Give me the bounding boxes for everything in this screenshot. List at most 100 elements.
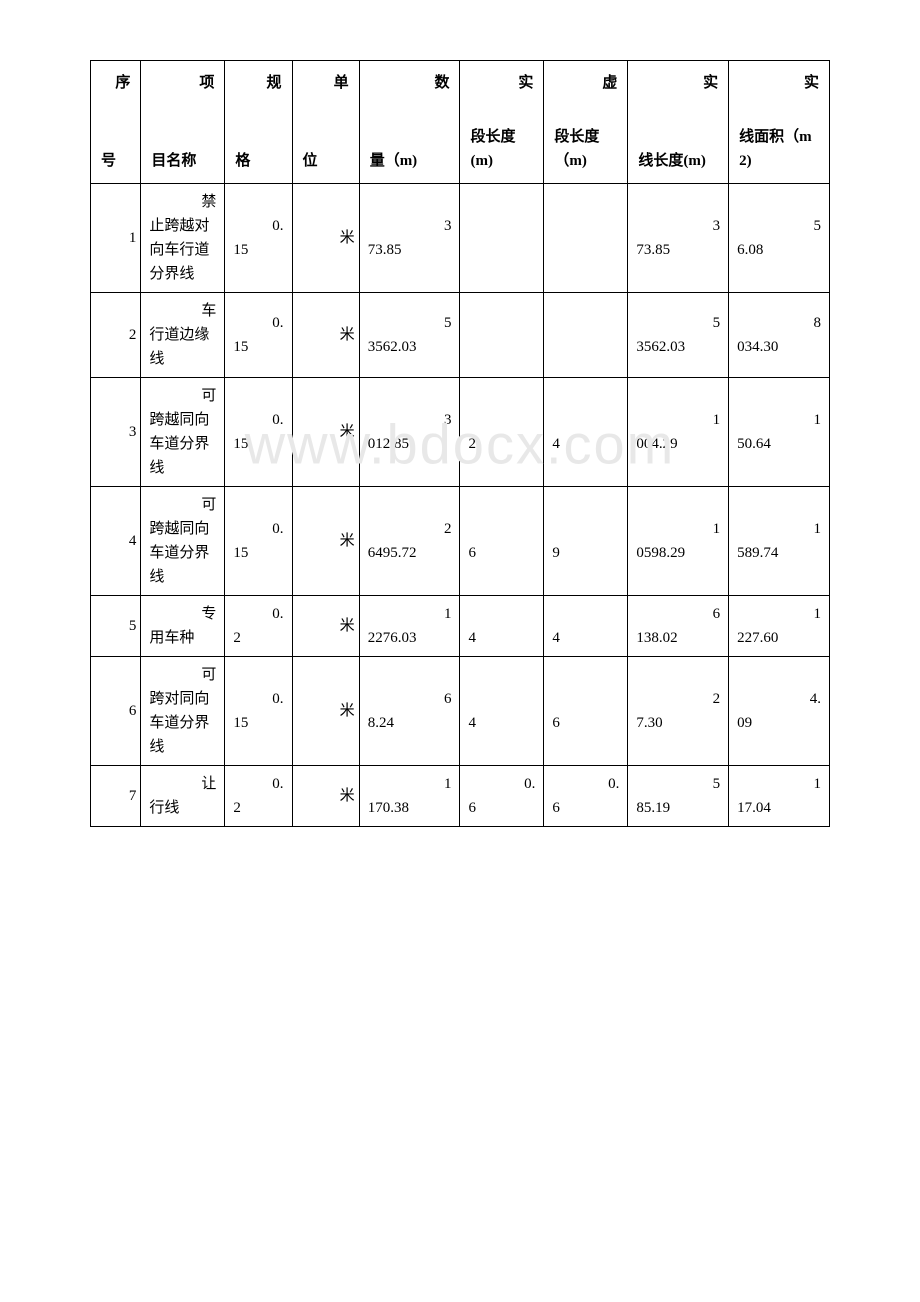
cell-spec: 0.15 (225, 657, 292, 766)
data-table: 序号 项目名称 规格 单位 数量（m) 实段长度(m) 虚段长度（m) 实线长度… (90, 60, 830, 827)
header-spec-bottom: 格 (235, 149, 281, 173)
cell-dash-seg: 0.6 (544, 766, 628, 827)
header-solid-len: 实线长度(m) (628, 61, 729, 184)
table-row: 3可跨越同向车道分界线0.15米3012.85 2 41004.29150.64 (91, 378, 830, 487)
header-dash-seg-bottom: 段长度（m) (554, 125, 617, 173)
cell-solid-area: 4.09 (729, 657, 830, 766)
cell-name: 车行道边缘线 (141, 293, 225, 378)
table-row: 6可跨对同向车道分界线0.15米68.24 4 627.304.09 (91, 657, 830, 766)
cell-seq: 5 (91, 596, 141, 657)
cell-name: 可跨越同向车道分界线 (141, 487, 225, 596)
cell-seq: 7 (91, 766, 141, 827)
cell-solid-len: 27.30 (628, 657, 729, 766)
cell-solid-seg (460, 184, 544, 293)
cell-dash-seg: 4 (544, 378, 628, 487)
header-dash-seg-top: 虚 (602, 71, 617, 95)
header-solid-area-top: 实 (804, 71, 819, 95)
cell-spec: 0.2 (225, 766, 292, 827)
cell-spec: 0.2 (225, 596, 292, 657)
header-solid-seg: 实段长度(m) (460, 61, 544, 184)
header-unit: 单位 (292, 61, 359, 184)
header-name: 项目名称 (141, 61, 225, 184)
header-seq-top: 序 (115, 71, 130, 95)
cell-spec: 0.15 (225, 378, 292, 487)
header-seq: 序号 (91, 61, 141, 184)
table-container: www.bdocx.com 序号 项目名称 规格 单位 数量（m) 实段长度(m… (90, 60, 830, 827)
cell-qty: 26495.72 (359, 487, 460, 596)
cell-dash-seg (544, 184, 628, 293)
cell-solid-seg: 0.6 (460, 766, 544, 827)
cell-solid-len: 373.85 (628, 184, 729, 293)
cell-seq: 6 (91, 657, 141, 766)
cell-unit: 米 (292, 766, 359, 827)
cell-solid-area: 150.64 (729, 378, 830, 487)
cell-spec: 0.15 (225, 293, 292, 378)
header-unit-bottom: 位 (303, 149, 349, 173)
header-dash-seg: 虚段长度（m) (544, 61, 628, 184)
cell-solid-area: 1227.60 (729, 596, 830, 657)
cell-dash-seg: 9 (544, 487, 628, 596)
cell-name: 专用车种 (141, 596, 225, 657)
cell-dash-seg (544, 293, 628, 378)
header-solid-area: 实线面积（m2) (729, 61, 830, 184)
cell-dash-seg: 4 (544, 596, 628, 657)
cell-unit: 米 (292, 657, 359, 766)
cell-spec: 0.15 (225, 184, 292, 293)
cell-solid-seg: 2 (460, 378, 544, 487)
cell-solid-seg (460, 293, 544, 378)
header-row: 序号 项目名称 规格 单位 数量（m) 实段长度(m) 虚段长度（m) 实线长度… (91, 61, 830, 184)
header-qty-bottom: 量（m) (370, 149, 450, 173)
cell-solid-area: 8034.30 (729, 293, 830, 378)
cell-solid-area: 117.04 (729, 766, 830, 827)
cell-solid-area: 1589.74 (729, 487, 830, 596)
cell-unit: 米 (292, 487, 359, 596)
cell-name: 可跨越同向车道分界线 (141, 378, 225, 487)
cell-qty: 12276.03 (359, 596, 460, 657)
cell-qty: 3012.85 (359, 378, 460, 487)
table-row: 7让行线0.2米1170.380.60.6585.19117.04 (91, 766, 830, 827)
table-row: 2车行道边缘线0.15米53562.03 53562.038034.30 (91, 293, 830, 378)
cell-qty: 373.85 (359, 184, 460, 293)
cell-solid-len: 1004.29 (628, 378, 729, 487)
header-solid-seg-bottom: 段长度(m) (470, 125, 533, 173)
cell-seq: 4 (91, 487, 141, 596)
cell-solid-area: 56.08 (729, 184, 830, 293)
table-row: 1禁止跨越对向车行道分界线0.15米373.85 373.8556.08 (91, 184, 830, 293)
table-row: 4可跨越同向车道分界线0.15米26495.72 6 910598.291589… (91, 487, 830, 596)
header-qty-top: 数 (434, 71, 449, 95)
cell-dash-seg: 6 (544, 657, 628, 766)
cell-qty: 1170.38 (359, 766, 460, 827)
cell-seq: 2 (91, 293, 141, 378)
cell-seq: 3 (91, 378, 141, 487)
table-row: 5专用车种0.2米12276.03 4 46138.021227.60 (91, 596, 830, 657)
cell-name: 可跨对同向车道分界线 (141, 657, 225, 766)
header-solid-len-bottom: 线长度(m) (638, 149, 718, 173)
header-unit-top: 单 (334, 71, 349, 95)
cell-solid-len: 585.19 (628, 766, 729, 827)
cell-qty: 53562.03 (359, 293, 460, 378)
cell-qty: 68.24 (359, 657, 460, 766)
header-seq-bottom: 号 (101, 149, 130, 173)
header-solid-area-bottom: 线面积（m2) (739, 125, 819, 173)
table-body: 1禁止跨越对向车行道分界线0.15米373.85 373.8556.082车行道… (91, 184, 830, 827)
cell-solid-len: 53562.03 (628, 293, 729, 378)
header-solid-seg-top: 实 (518, 71, 533, 95)
cell-solid-len: 10598.29 (628, 487, 729, 596)
cell-unit: 米 (292, 596, 359, 657)
cell-solid-seg: 6 (460, 487, 544, 596)
cell-solid-seg: 4 (460, 657, 544, 766)
cell-name: 禁止跨越对向车行道分界线 (141, 184, 225, 293)
cell-spec: 0.15 (225, 487, 292, 596)
header-spec-top: 规 (267, 71, 282, 95)
header-solid-len-top: 实 (703, 71, 718, 95)
cell-name: 让行线 (141, 766, 225, 827)
header-qty: 数量（m) (359, 61, 460, 184)
header-name-bottom: 目名称 (151, 149, 214, 173)
cell-unit: 米 (292, 184, 359, 293)
header-spec: 规格 (225, 61, 292, 184)
cell-solid-len: 6138.02 (628, 596, 729, 657)
header-name-top: 项 (199, 71, 214, 95)
cell-unit: 米 (292, 293, 359, 378)
cell-unit: 米 (292, 378, 359, 487)
cell-solid-seg: 4 (460, 596, 544, 657)
